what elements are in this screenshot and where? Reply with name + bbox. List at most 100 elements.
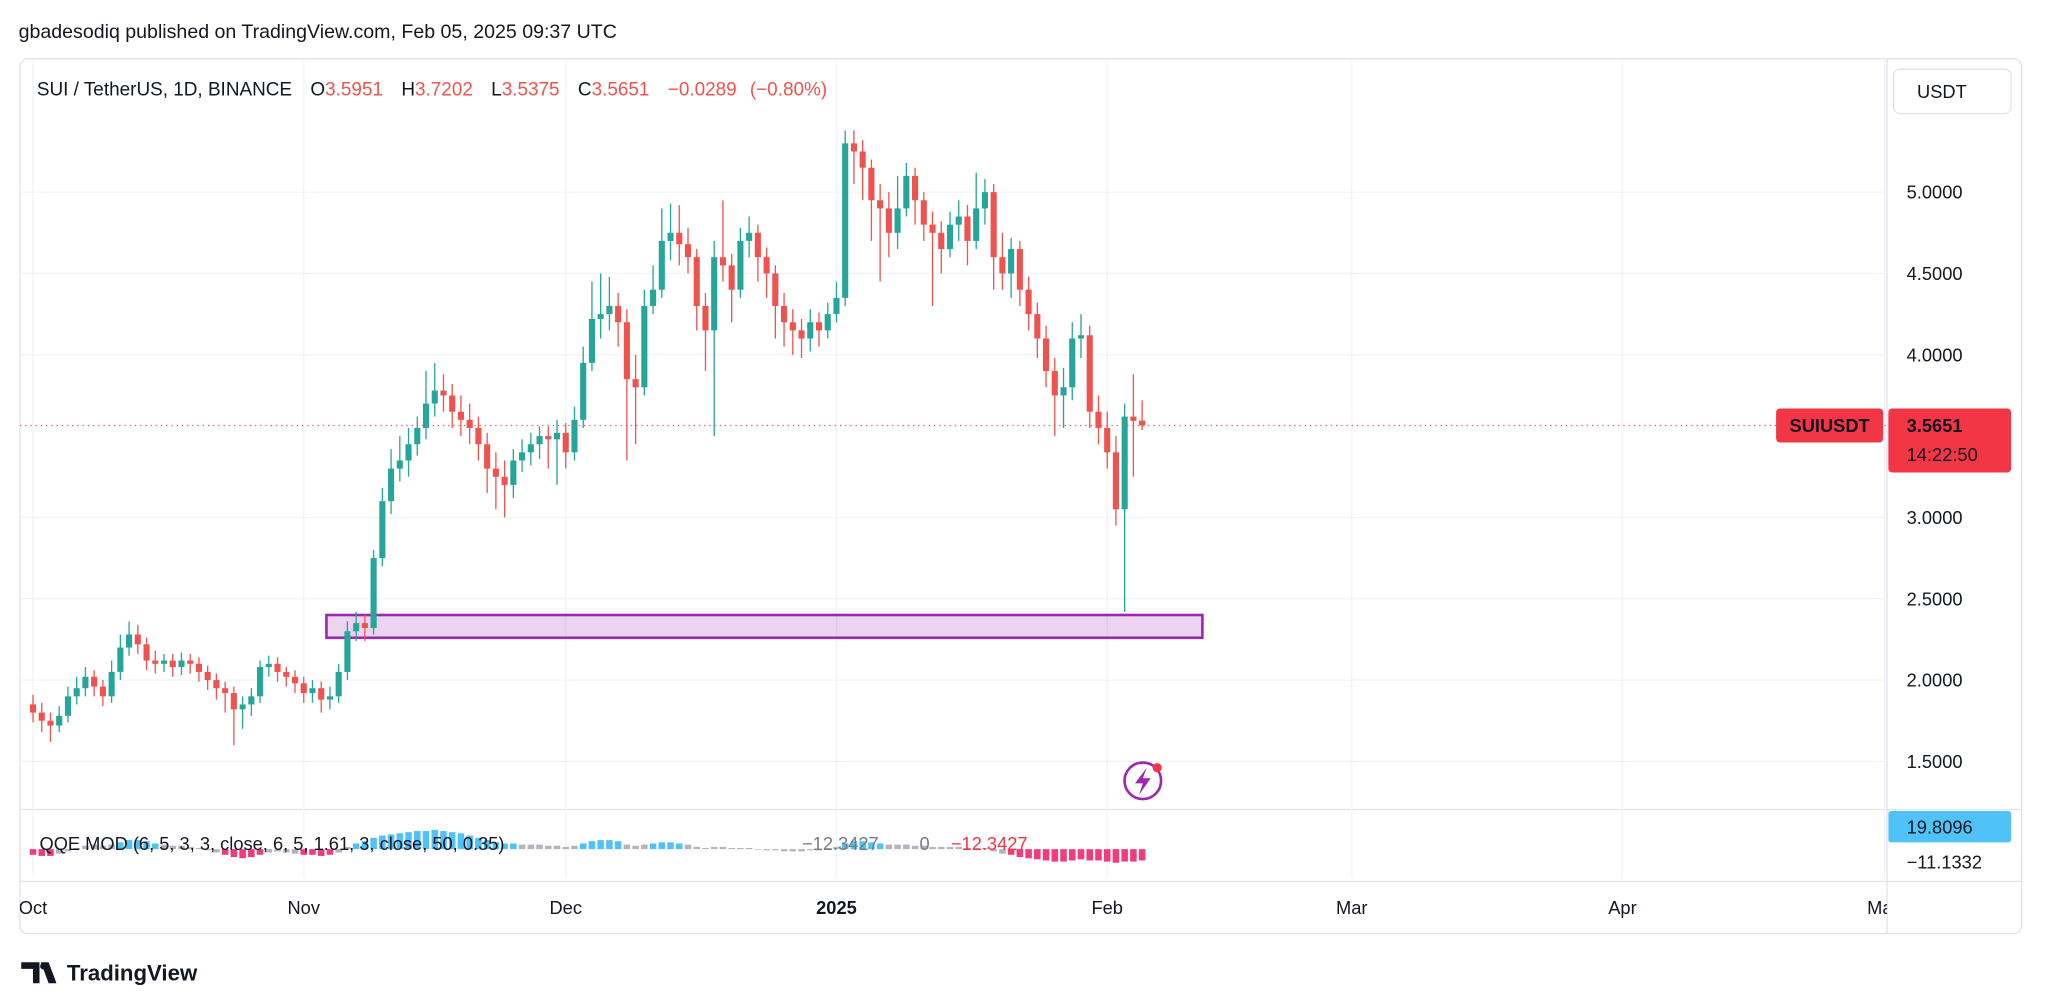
indicator-bar — [1051, 849, 1059, 862]
indicator-bar — [73, 848, 80, 850]
indicator-bar — [693, 846, 701, 850]
indicator-bar — [64, 849, 72, 852]
indicator-bar — [763, 849, 770, 851]
indicator-bar — [422, 831, 430, 850]
indicator-bar — [833, 846, 840, 850]
candle-body — [842, 143, 849, 298]
indicator-bar — [990, 849, 997, 852]
candle-body — [195, 663, 203, 672]
change-percent: (−0.80%) — [750, 79, 827, 100]
ohlc-value: 3.5375 — [502, 79, 560, 100]
indicator-bar — [213, 849, 220, 853]
currency-button[interactable] — [1892, 68, 2012, 115]
candle-body — [414, 427, 421, 445]
candle-body — [728, 265, 735, 290]
indicator-bar — [719, 846, 727, 850]
indicator-axis-label: 19.8096 — [1907, 816, 1973, 837]
indicator-bar — [518, 844, 526, 850]
candle-body — [981, 192, 988, 209]
indicator-bar — [658, 842, 666, 850]
indicator-readout: −12.3427 — [802, 833, 879, 854]
candle-body — [754, 232, 761, 258]
ohlc-label: O — [310, 79, 325, 100]
indicator-bar — [283, 849, 290, 853]
candle-body — [484, 444, 491, 469]
indicator-legend: QQE MOD (6, 5, 3, 3, close, 6, 5, 1.61, … — [40, 833, 1028, 854]
indicator-bar — [475, 837, 482, 850]
indicator-bar — [972, 848, 980, 850]
candle-body — [1077, 335, 1085, 339]
indicator-bar — [108, 844, 115, 850]
candle-body — [29, 704, 37, 713]
candle-body — [588, 318, 595, 363]
x-tick-label: Oct — [19, 897, 47, 918]
indicator-bar — [169, 845, 177, 850]
currency-label: USDT — [1917, 81, 1967, 102]
indicator-bar — [772, 849, 779, 851]
candle-body — [684, 244, 692, 258]
indicator-bar — [894, 844, 901, 850]
candle-body — [1086, 335, 1093, 412]
indicator-bar — [955, 846, 963, 850]
x-tick-label: Mar — [1336, 897, 1367, 918]
candle-body — [737, 240, 744, 290]
indicator-bar — [946, 846, 954, 850]
candle-body — [990, 192, 997, 258]
indicator-bar — [903, 844, 910, 850]
last-price-label: 3.5651 — [1907, 415, 1963, 436]
indicator-bar — [806, 849, 814, 851]
indicator-bar — [1095, 849, 1102, 861]
indicator-bar — [291, 849, 299, 854]
candle-body — [501, 476, 508, 485]
candle-body — [815, 322, 823, 331]
candle-body — [807, 322, 814, 339]
ohlc-label: H — [401, 79, 415, 100]
candle-body — [580, 362, 587, 420]
candle-body — [187, 660, 194, 664]
candle-body — [929, 224, 936, 233]
indicator-bar — [754, 849, 762, 850]
indicator-bar — [606, 840, 613, 850]
indicator-bar — [798, 849, 805, 852]
candle-body — [326, 696, 334, 700]
indicator-readout: 0 — [920, 833, 930, 854]
indicator-bar — [1016, 849, 1024, 858]
indicator-bar — [492, 842, 500, 850]
indicator-bar — [47, 849, 54, 856]
indicator-bar — [396, 833, 404, 850]
candle-body — [938, 232, 945, 250]
indicator-bar — [274, 849, 281, 852]
indicator-value-badge — [1888, 811, 2012, 843]
ohlc-value: 3.7202 — [415, 79, 473, 100]
candle-body — [719, 257, 726, 266]
indicator-axis-label: −11.1332 — [1907, 851, 1982, 872]
candle-body — [1034, 314, 1041, 339]
candle-body — [257, 667, 264, 697]
candle-body — [134, 634, 141, 645]
indicator-bar — [745, 848, 753, 850]
indicator-bar — [134, 840, 142, 850]
candle-body — [309, 688, 316, 694]
alert-icon[interactable] — [1123, 761, 1163, 801]
indicator-bar — [588, 841, 596, 850]
indicator-bar — [850, 841, 858, 850]
candle-body — [536, 436, 543, 445]
symbol-title: SUI / TetherUS, 1D, BINANCE — [37, 79, 292, 100]
candle-body — [388, 468, 395, 502]
plot-area: Oct Nov Dec 2025 Feb Mar Apr May — [19, 130, 1888, 918]
legend: SUI / TetherUS, 1D, BINANCE O3.5951 H3.7… — [37, 79, 827, 100]
candle-body — [702, 305, 709, 331]
candle-body — [318, 688, 325, 700]
symbol-badge — [1776, 408, 1884, 443]
candle-body — [449, 395, 456, 412]
indicator-bar — [632, 845, 639, 850]
indicator-bar — [317, 849, 325, 856]
indicator-bar — [204, 849, 211, 851]
candle-body — [291, 676, 299, 684]
x-tick-label: Feb — [1091, 897, 1122, 918]
candle-body — [230, 693, 237, 710]
candle-body — [283, 671, 290, 677]
indicator-bar — [1121, 849, 1128, 862]
indicator-bar — [186, 846, 194, 850]
